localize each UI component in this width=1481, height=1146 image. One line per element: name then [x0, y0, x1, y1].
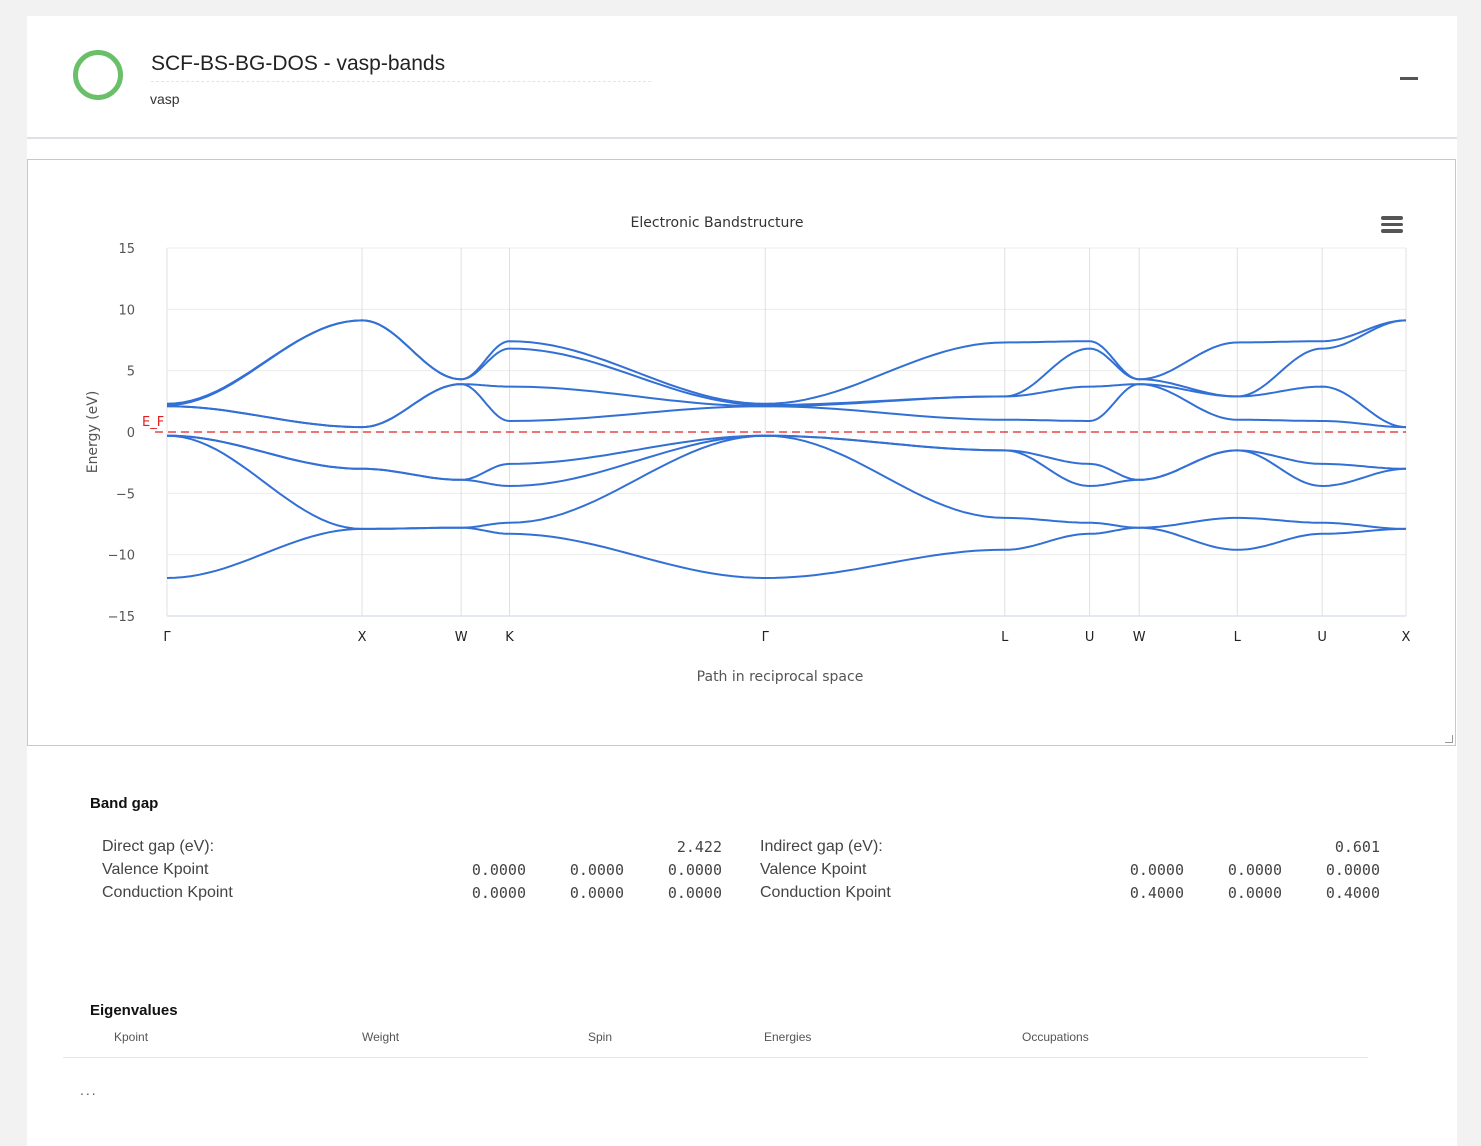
x-tick-label: K	[505, 630, 514, 645]
x-tick-label: U	[1317, 630, 1327, 645]
indirect-valence-label: Valence Kpoint	[760, 861, 867, 878]
chart-title: Electronic Bandstructure	[631, 215, 804, 231]
x-tick-label: X	[1402, 630, 1411, 645]
indirect-gap-value: 0.601	[1334, 838, 1380, 856]
kpoint-value: 0.0000	[569, 861, 624, 879]
direct-valence-label: Valence Kpoint	[102, 861, 209, 878]
band-line	[166, 434, 1406, 481]
kpoint-value: 0.0000	[1129, 861, 1184, 879]
kpoint-value: 0.0000	[569, 884, 624, 902]
kpoint-value: 0.0000	[1227, 884, 1282, 902]
y-tick-label: 0	[127, 426, 135, 441]
kpoint-value: 0.0000	[667, 861, 722, 879]
kpoint-value: 0.0000	[471, 861, 526, 879]
direct-conduction-label: Conduction Kpoint	[102, 884, 233, 901]
calculation-card: SCF-BS-BG-DOS - vasp-bands vasp Electron…	[27, 16, 1457, 1146]
kpoint-value: 0.4000	[1129, 884, 1184, 902]
y-tick-label: 10	[118, 303, 135, 318]
x-tick-label: L	[1234, 630, 1242, 645]
eigenvalues-heading: Eigenvalues	[90, 1002, 178, 1019]
bandgap-heading: Band gap	[90, 795, 159, 812]
x-tick-label: Γ	[163, 630, 171, 645]
kpoint-value: 0.0000	[667, 884, 722, 902]
band-line	[166, 319, 1407, 406]
indirect-gap-label: Indirect gap (eV):	[760, 838, 883, 855]
status-circle-icon	[73, 50, 123, 100]
kpoint-value: 0.0000	[471, 884, 526, 902]
column-kpoint[interactable]: Kpoint	[114, 1030, 149, 1044]
eigenvalues-table-header: Kpoint Weight Spin Energies Occupations	[63, 1022, 1368, 1058]
x-tick-label: Γ	[762, 630, 770, 645]
y-tick-label: 5	[127, 365, 135, 380]
kpoint-value: 0.4000	[1325, 884, 1380, 902]
y-axis-label: Energy (eV)	[85, 391, 101, 474]
column-occupations[interactable]: Occupations	[1022, 1030, 1089, 1044]
card-header: SCF-BS-BG-DOS - vasp-bands vasp	[27, 16, 1457, 139]
calculation-subtitle: vasp	[150, 91, 180, 107]
band-line	[166, 434, 1407, 488]
minimize-button[interactable]	[1400, 77, 1418, 80]
more-rows-ellipsis[interactable]: ...	[80, 1082, 98, 1098]
indirect-conduction-label: Conduction Kpoint	[760, 884, 891, 901]
bandstructure-chart: Electronic Bandstructure 15 10 5 0 −5 −10 −15 Γ X…	[27, 159, 1456, 746]
x-tick-label: L	[1001, 630, 1009, 645]
direct-gap-value: 2.422	[676, 838, 722, 856]
band-line	[166, 434, 1406, 530]
chart-svg: Electronic Bandstructure 15 10 5 0 −5 −10 −15 Γ X…	[85, 215, 1411, 685]
kpoint-value: 0.0000	[1227, 861, 1282, 879]
x-tick-label: W	[455, 630, 468, 645]
band-line	[166, 319, 1407, 405]
y-tick-label: −15	[108, 610, 135, 625]
y-tick-label: −5	[116, 487, 135, 502]
fermi-level-label: E_F	[142, 415, 164, 430]
band-line	[166, 526, 1406, 580]
x-tick-label: W	[1133, 630, 1146, 645]
kpoint-value: 0.0000	[1325, 861, 1380, 879]
x-tick-label: U	[1085, 630, 1095, 645]
chart-menu-icon[interactable]	[1381, 216, 1403, 234]
x-axis-label: Path in reciprocal space	[697, 669, 864, 685]
column-spin[interactable]: Spin	[588, 1030, 613, 1044]
y-tick-label: 15	[118, 242, 135, 257]
calculation-title: SCF-BS-BG-DOS - vasp-bands	[151, 52, 651, 82]
column-energies[interactable]: Energies	[764, 1030, 812, 1044]
resize-handle[interactable]	[1445, 735, 1453, 743]
direct-gap-label: Direct gap (eV):	[102, 838, 215, 855]
y-tick-label: −10	[108, 549, 135, 564]
x-tick-label: X	[358, 630, 367, 645]
column-weight[interactable]: Weight	[362, 1030, 400, 1044]
